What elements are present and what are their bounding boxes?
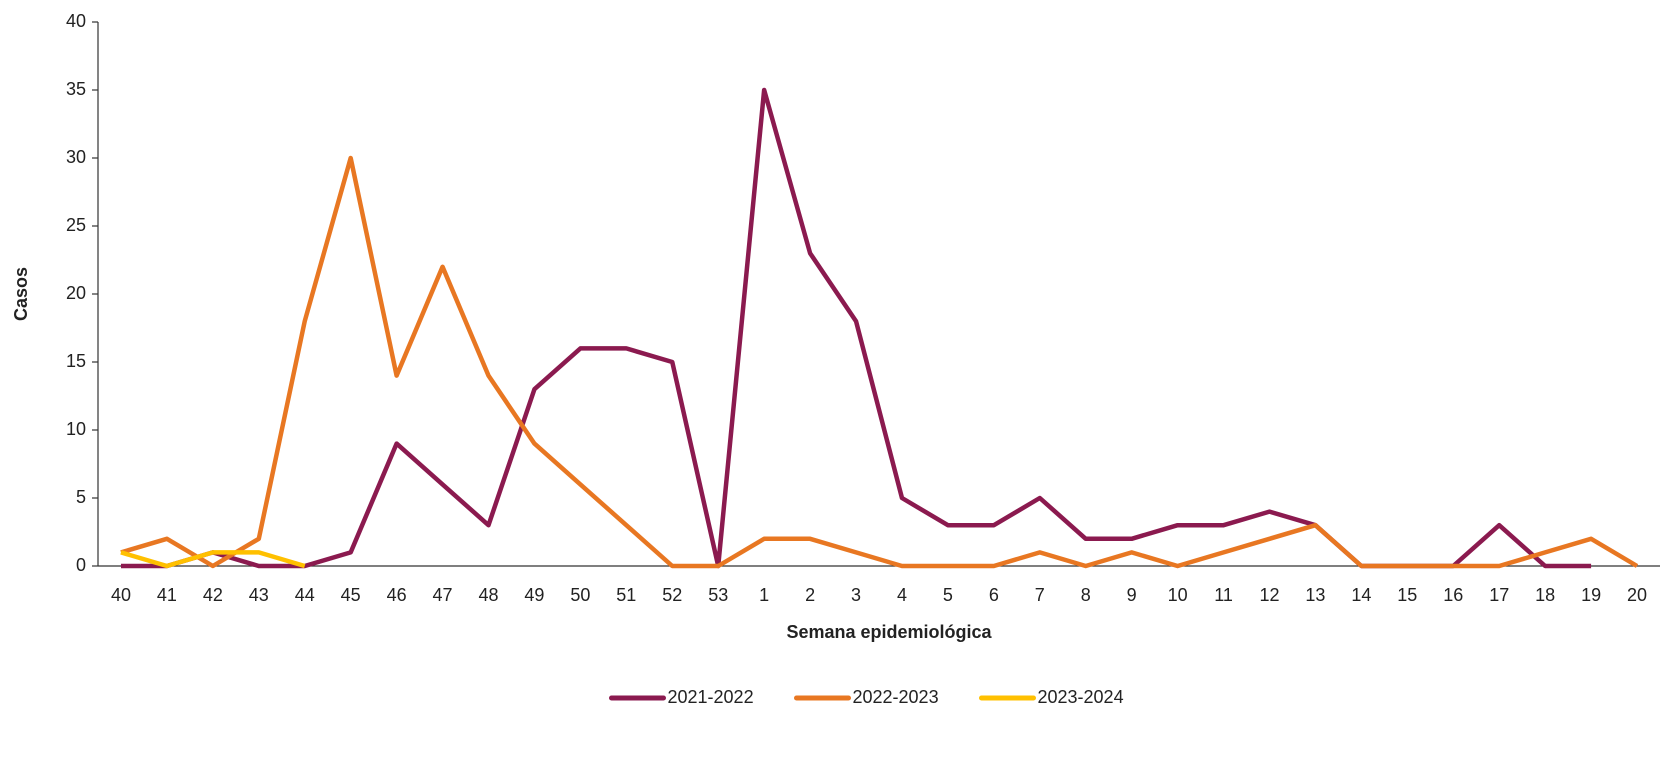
y-tick-label: 35 [66, 79, 86, 99]
x-tick-label: 7 [1035, 585, 1045, 605]
x-tick-label: 3 [851, 585, 861, 605]
x-tick-label: 1 [759, 585, 769, 605]
x-tick-label: 41 [157, 585, 177, 605]
x-tick-label: 9 [1127, 585, 1137, 605]
x-tick-label: 14 [1351, 585, 1371, 605]
x-tick-label: 48 [478, 585, 498, 605]
x-tick-label: 44 [295, 585, 315, 605]
series-line [120, 155, 1639, 569]
x-tick-label: 45 [341, 585, 361, 605]
x-tick-label: 5 [943, 585, 953, 605]
y-tick-label: 15 [66, 351, 86, 371]
x-tick-label: 46 [387, 585, 407, 605]
x-tick-label: 8 [1081, 585, 1091, 605]
x-tick-label: 4 [897, 585, 907, 605]
legend-label: 2023-2024 [1038, 687, 1124, 707]
x-tick-label: 11 [1214, 585, 1233, 605]
x-tick-label: 16 [1443, 585, 1463, 605]
x-axis-title: Semana epidemiológica [786, 622, 992, 642]
x-tick-label: 13 [1305, 585, 1325, 605]
series-line [120, 87, 1592, 569]
x-tick-label: 43 [249, 585, 269, 605]
x-tick-label: 6 [989, 585, 999, 605]
x-tick-label: 42 [203, 585, 223, 605]
y-tick-label: 20 [66, 283, 86, 303]
x-tick-label: 49 [524, 585, 544, 605]
x-tick-label: 2 [805, 585, 815, 605]
x-tick-label: 47 [433, 585, 453, 605]
legend-label: 2021-2022 [668, 687, 754, 707]
y-axis-title: Casos [11, 267, 31, 321]
series-line [120, 550, 306, 569]
x-tick-label: 50 [570, 585, 590, 605]
y-tick-label: 25 [66, 215, 86, 235]
x-tick-label: 52 [662, 585, 682, 605]
y-tick-label: 0 [76, 555, 86, 575]
x-tick-label: 53 [708, 585, 728, 605]
x-tick-label: 15 [1397, 585, 1417, 605]
legend-label: 2022-2023 [853, 687, 939, 707]
y-tick-label: 10 [66, 419, 86, 439]
x-tick-label: 17 [1489, 585, 1509, 605]
y-tick-label: 40 [66, 11, 86, 31]
x-tick-label: 12 [1259, 585, 1279, 605]
x-tick-label: 19 [1581, 585, 1601, 605]
y-tick-label: 30 [66, 147, 86, 167]
x-tick-label: 18 [1535, 585, 1555, 605]
y-tick-label: 5 [76, 487, 86, 507]
x-tick-label: 10 [1168, 585, 1188, 605]
x-tick-label: 51 [616, 585, 636, 605]
x-tick-label: 40 [111, 585, 131, 605]
x-tick-label: 20 [1627, 585, 1647, 605]
